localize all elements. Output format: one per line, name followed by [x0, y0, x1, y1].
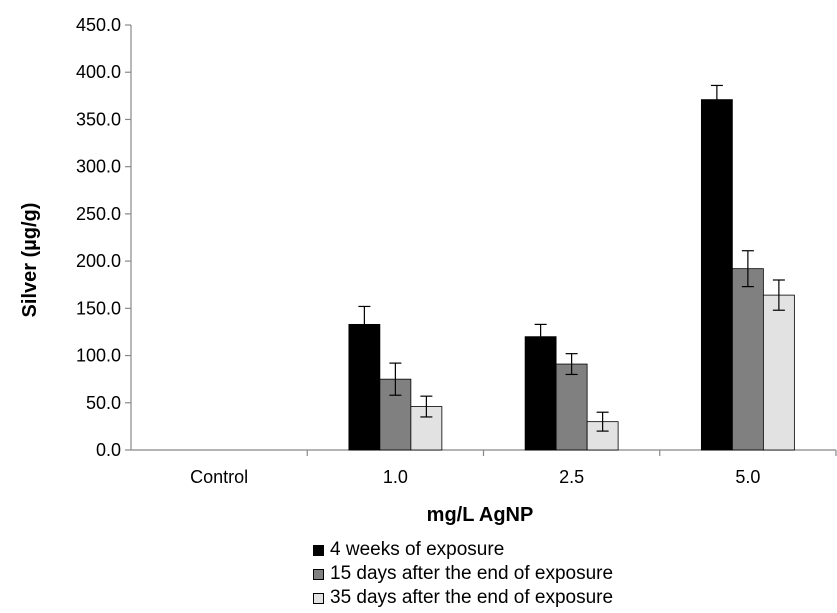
bar: [524, 336, 557, 451]
legend-label: 35 days after the end of exposure: [330, 587, 614, 608]
legend: 4 weeks of exposure 15 days after the en…: [313, 538, 613, 610]
legend-swatch: [313, 592, 324, 604]
legend-label: 4 weeks of exposure: [330, 539, 505, 560]
x-tick-label: Control: [190, 467, 248, 487]
bar-chart: 0.0 50.0 100.0 150.0 200.0 250.0 300.0 350.0 400…: [19, 15, 837, 526]
y-tick-label: 200.0: [76, 251, 121, 271]
y-tick-label: 150.0: [76, 298, 121, 318]
legend-item: 35 days after the end of exposure: [313, 586, 613, 610]
x-tick-label: 1.0: [383, 467, 408, 487]
y-tick-label: 50.0: [86, 393, 121, 413]
legend-swatch: [313, 544, 324, 556]
y-axis: 0.0 50.0 100.0 150.0 200.0 250.0 300.0 350.0 400…: [76, 15, 132, 460]
y-tick-label: 100.0: [76, 346, 121, 366]
bars: [348, 84, 795, 451]
bar: [348, 323, 381, 451]
x-tick-label: 2.5: [559, 467, 584, 487]
legend-item: 4 weeks of exposure: [313, 538, 613, 562]
legend-swatch: [313, 568, 324, 580]
y-tick-label: 300.0: [76, 157, 121, 177]
y-tick-label: 400.0: [76, 62, 121, 82]
y-tick-label: 450.0: [76, 15, 121, 35]
y-tick-label: 250.0: [76, 204, 121, 224]
x-tick-label: 5.0: [735, 467, 760, 487]
bar: [731, 268, 764, 451]
x-axis: Control 1.0 2.5 5.0: [131, 449, 837, 487]
bar: [700, 99, 733, 451]
y-tick-label: 350.0: [76, 109, 121, 129]
legend-label: 15 days after the end of exposure: [330, 563, 614, 584]
bar: [555, 363, 588, 451]
y-tick-label: 0.0: [96, 440, 121, 460]
x-axis-title: mg/L AgNP: [427, 504, 534, 526]
y-axis-title: Silver (µg/g): [19, 203, 41, 318]
legend-item: 15 days after the end of exposure: [313, 562, 613, 586]
bar: [762, 294, 795, 451]
